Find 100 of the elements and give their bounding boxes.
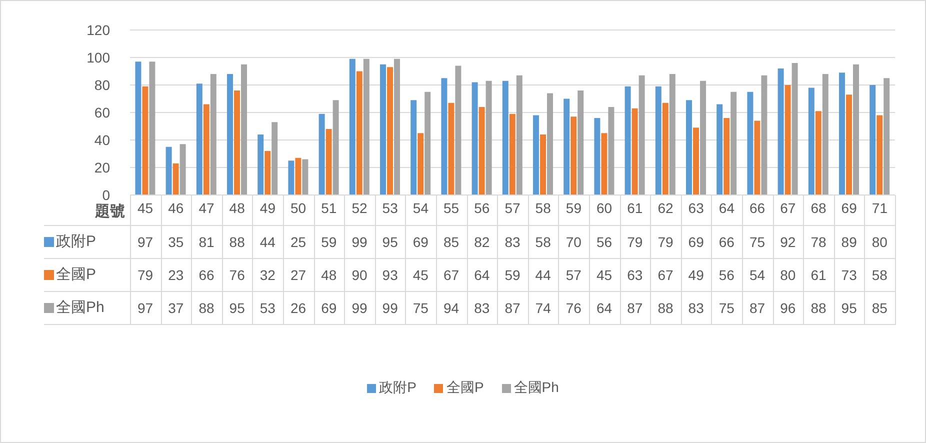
x-tick-label: 62 (658, 200, 674, 216)
bar (326, 129, 332, 195)
bar (410, 100, 417, 195)
x-tick-label: 60 (596, 200, 612, 216)
bar (394, 58, 400, 195)
data-label: 92 (779, 232, 797, 252)
bar (472, 82, 478, 195)
data-label: 69 (320, 298, 338, 318)
bar (142, 86, 148, 195)
bar (288, 160, 294, 195)
x-tick-label: 68 (810, 200, 826, 216)
data-label: 97 (136, 232, 154, 252)
data-label: 79 (136, 266, 154, 284)
bar (227, 74, 233, 195)
x-tick-label: 53 (382, 200, 398, 216)
data-label: 59 (320, 232, 338, 252)
bar (754, 120, 760, 195)
data-label: 27 (290, 266, 308, 284)
data-label: 56 (596, 232, 614, 252)
data-label: 81 (198, 232, 216, 252)
data-label: 83 (687, 298, 705, 318)
data-label: 85 (870, 298, 888, 318)
bar (203, 104, 210, 195)
bar (638, 75, 645, 195)
data-label: 69 (687, 232, 705, 252)
data-label: 97 (136, 298, 154, 318)
text: 全國Ph (514, 379, 559, 395)
x-tick-label: 50 (290, 200, 306, 216)
data-label: 44 (534, 266, 552, 284)
bar (547, 93, 553, 195)
bar (578, 90, 584, 195)
x-tick-label: 51 (321, 200, 337, 216)
bar (196, 84, 202, 195)
bar (210, 74, 216, 195)
bar (778, 68, 784, 195)
data-label: 54 (748, 266, 766, 284)
data-label: 79 (626, 232, 644, 252)
data-label: 87 (626, 298, 644, 318)
data-label: 37 (167, 298, 185, 318)
data-label: 75 (748, 232, 766, 252)
y-tick-label: 100 (86, 49, 110, 66)
bar (730, 92, 737, 195)
data-label: 70 (564, 232, 582, 252)
bar (784, 85, 791, 195)
x-tick-label: 67 (780, 200, 796, 216)
bar (846, 94, 852, 195)
bar (509, 114, 516, 195)
data-label: 85 (442, 232, 460, 252)
bar (424, 92, 431, 195)
bar (792, 63, 798, 195)
legend-label: 全國Ph (56, 298, 104, 317)
x-tick-label: 47 (198, 200, 214, 216)
x-tick-label: 61 (627, 200, 643, 216)
data-label: 64 (596, 298, 614, 318)
data-label: 67 (442, 266, 460, 284)
x-tick-label: 56 (474, 200, 490, 216)
bar (540, 134, 546, 195)
data-label: 67 (656, 266, 674, 284)
bar (180, 144, 186, 195)
data-label: 66 (718, 232, 736, 252)
legend-label: 全國P (56, 265, 96, 284)
data-label: 25 (290, 232, 308, 252)
data-label: 58 (534, 232, 552, 252)
data-label: 61 (810, 266, 828, 284)
bar (258, 134, 264, 195)
text: 全國P (446, 379, 484, 395)
y-tick-label: 120 (86, 22, 110, 38)
bar (853, 64, 859, 195)
data-label: 88 (228, 232, 246, 252)
data-label: 44 (258, 232, 276, 252)
data-label: 88 (656, 298, 674, 318)
data-label: 95 (381, 232, 399, 252)
bar (295, 158, 302, 195)
data-label: 64 (473, 266, 491, 284)
legend-label: 政附P (56, 232, 96, 251)
bar (448, 102, 454, 195)
data-label: 57 (564, 266, 582, 284)
data-label: 82 (473, 232, 491, 252)
data-label: 75 (412, 298, 430, 318)
x-tick-label: 64 (718, 200, 735, 216)
bar (166, 146, 172, 195)
y-tick-label: 20 (94, 159, 110, 176)
x-tick-label: 52 (352, 200, 368, 216)
x-tick-label: 54 (412, 200, 429, 216)
data-label: 63 (626, 266, 644, 284)
data-label: 78 (810, 232, 828, 252)
data-label: 35 (167, 232, 185, 252)
data-label: 93 (381, 266, 399, 284)
data-label: 53 (258, 298, 276, 318)
bar (608, 107, 614, 195)
data-label: 76 (564, 298, 582, 318)
bar (272, 122, 278, 195)
x-axis-title: 題號 (95, 203, 125, 220)
bar (594, 118, 600, 195)
bar (632, 108, 638, 195)
x-tick-label: 57 (504, 200, 520, 216)
data-label: 88 (198, 298, 216, 318)
bar (876, 115, 883, 195)
data-label: 95 (840, 298, 858, 318)
data-label: 58 (870, 266, 888, 284)
